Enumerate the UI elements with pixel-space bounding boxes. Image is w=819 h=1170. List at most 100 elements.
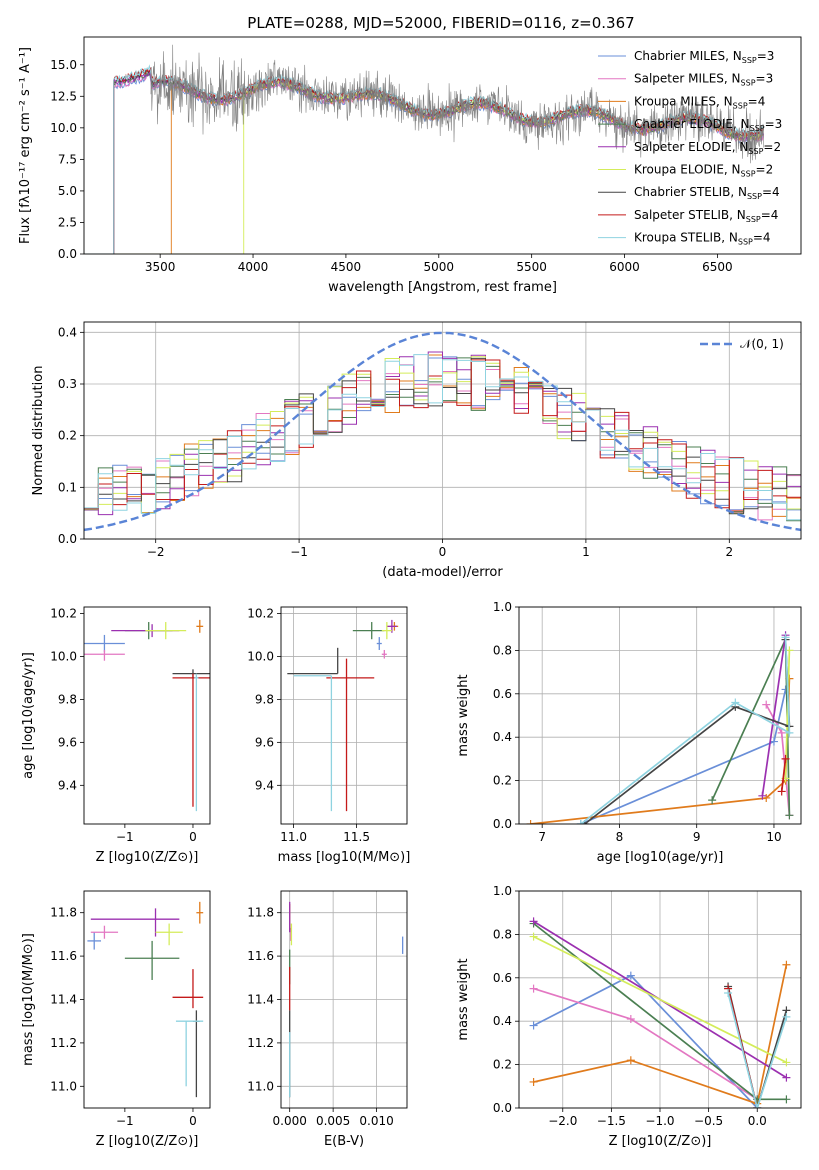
spectrum-legend: Chabrier MILES, NSSP=3 Salpeter MILES, NS… <box>598 49 782 247</box>
mass-weight-marker <box>529 1021 538 1030</box>
x-tick-label: 0 <box>189 1114 197 1128</box>
legend-subscript: SSP <box>742 56 757 65</box>
errorbar-point <box>194 673 199 812</box>
y-tick-label: 0.6 <box>493 687 512 701</box>
x-tick-label: 0.000 <box>273 1114 307 1128</box>
normal-reference-curve <box>84 331 801 532</box>
legend-label: Chabrier STELIB, NSSP=4 <box>634 185 780 201</box>
axes-frame <box>518 606 802 825</box>
mass-weight-marker <box>529 1077 538 1086</box>
x-tick-label: 5000 <box>424 260 455 274</box>
errorbar-point <box>293 675 333 812</box>
y-tick-label: 7.5 <box>58 152 77 166</box>
y-axis-label: age [log10(age/yr)] <box>21 652 36 779</box>
mass-weight-marker <box>626 1015 635 1024</box>
legend-subscript: SSP <box>738 238 753 247</box>
errorbar-point <box>192 1010 200 1098</box>
legend-subscript: SSP <box>733 101 748 110</box>
age-vs-Z-plot <box>84 619 210 812</box>
y-tick-label: 1.0 <box>493 884 512 898</box>
y-tick-label: 9.6 <box>255 735 274 749</box>
y-tick-label: 9.4 <box>255 778 274 792</box>
observed-spectrum-line <box>150 44 765 164</box>
errorbar-point <box>87 932 102 950</box>
mass-vs-Z-axes: −1 0 11.0 11.2 11.4 11.6 11.8 Z [log10(Z/Z⊙)] ma… <box>21 890 211 1149</box>
legend-value: =4 <box>762 185 780 199</box>
errorbar-point <box>376 637 382 650</box>
mass-weight-marker <box>708 796 717 805</box>
mass-weight-series-line <box>533 935 787 1064</box>
mass-weight-marker <box>753 1104 762 1108</box>
axes-frame <box>83 606 211 825</box>
mass-weight-marker <box>769 737 778 746</box>
x-tick-label: 6000 <box>609 260 640 274</box>
x-tick-label: 11.0 <box>280 830 307 844</box>
y-tick-label: 10.0 <box>247 649 274 663</box>
mass-weight-series-line <box>533 974 758 1108</box>
axes-frame <box>280 890 408 1109</box>
y-tick-label: 10.0 <box>50 649 77 663</box>
y-tick-label: 0.3 <box>58 377 77 391</box>
mass-weight-series-line <box>533 987 758 1101</box>
residual-histogram-line <box>84 354 801 521</box>
legend-subscript: SSP <box>750 124 765 133</box>
errorbar-point <box>196 619 204 633</box>
legend-value: =3 <box>757 49 775 63</box>
legend-value: =3 <box>765 117 783 131</box>
mass-vs-EBV-plot <box>289 901 404 1098</box>
y-tick-label: 11.6 <box>247 949 274 963</box>
y-tick-label: 11.4 <box>50 993 77 1007</box>
x-tick-label: 0 <box>439 545 447 559</box>
y-tick-label: 2.5 <box>58 215 77 229</box>
mass-weight-marker <box>782 1058 791 1067</box>
y-tick-label: 9.4 <box>58 778 77 792</box>
y-tick-label: 10.0 <box>50 121 77 135</box>
y-tick-label: 0.0 <box>58 247 77 261</box>
legend-value: =2 <box>763 140 781 154</box>
massweight-vs-age-plot <box>526 631 794 824</box>
y-tick-label: 10.2 <box>247 606 274 620</box>
y-tick-label: 5.0 <box>58 184 77 198</box>
residuals-plot <box>84 331 801 532</box>
errorbar-point <box>326 658 375 812</box>
errorbar-point <box>196 901 204 924</box>
y-tick-label: 10.2 <box>50 606 77 620</box>
y-tick-label: 11.0 <box>50 1079 77 1093</box>
x-axis-label: E(B-V) <box>324 1134 364 1149</box>
residual-legend: 𝒩(0, 1) <box>700 337 784 351</box>
mass-vs-EBV-axes: 0.000 0.005 0.010 11.0 11.2 11.4 11.6 11.8 E(B-V… <box>247 890 408 1149</box>
y-tick-label: 0.8 <box>493 927 512 941</box>
y-axis-label: mass weight <box>456 674 471 756</box>
spectrum-plot <box>84 44 765 254</box>
legend-label: 𝒩(0, 1) <box>740 337 784 351</box>
y-tick-label: 9.8 <box>58 692 77 706</box>
x-tick-label: −1 <box>290 545 308 559</box>
y-axis-label: Normed distribution <box>31 366 46 496</box>
legend-subscript: SSP <box>748 147 763 156</box>
mass-weight-series-line <box>580 637 791 824</box>
legend-value: =4 <box>748 94 766 108</box>
mass-vs-Z-plot <box>87 901 204 1098</box>
mass-weight-marker <box>782 1095 791 1104</box>
y-tick-label: 1.0 <box>493 600 512 614</box>
errorbar-point <box>381 622 392 640</box>
mass-weight-marker <box>782 960 791 969</box>
mass-weight-marker <box>576 820 585 824</box>
y-tick-label: 0.2 <box>58 429 77 443</box>
y-axis-label: mass weight <box>456 958 471 1040</box>
errorbar-point <box>352 622 385 640</box>
errorbar-point <box>172 969 204 1009</box>
mass-weight-series-line <box>780 758 787 792</box>
x-axis-label: wavelength [Angstrom, rest frame] <box>328 280 557 295</box>
mass-weight-marker <box>724 988 733 997</box>
y-tick-label: 0.0 <box>58 532 77 546</box>
legend-label: Kroupa ELODIE, NSSP=2 <box>634 163 773 179</box>
legend-label: Kroupa STELIB, NSSP=4 <box>634 231 771 247</box>
legend-subscript: SSP <box>741 170 756 179</box>
mass-weight-marker <box>526 820 535 824</box>
mass-weight-marker <box>781 633 790 642</box>
y-tick-label: 0.4 <box>493 730 512 744</box>
y-tick-label: 0.1 <box>58 480 77 494</box>
y-tick-label: 9.8 <box>255 692 274 706</box>
x-tick-label: 4000 <box>238 260 269 274</box>
